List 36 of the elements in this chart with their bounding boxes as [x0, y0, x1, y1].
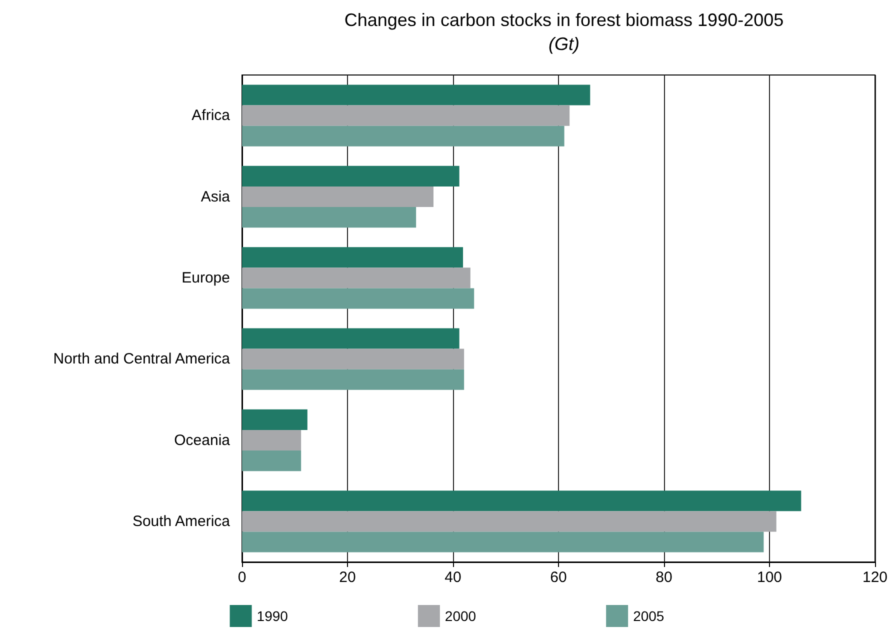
- x-tick-label: 40: [444, 569, 462, 586]
- bar: [242, 348, 464, 370]
- x-tick-label: 120: [862, 569, 888, 586]
- x-tick-label: 100: [756, 569, 782, 586]
- bar: [242, 166, 460, 186]
- chart-title: Changes in carbon stocks in forest biomass 1990-2005: [344, 10, 784, 30]
- bar: [242, 126, 564, 146]
- bar: [242, 369, 464, 390]
- chart-subtitle: (Gt): [548, 34, 580, 54]
- y-tick-label: Africa: [192, 107, 231, 124]
- bar: [242, 409, 308, 430]
- bar: [242, 186, 434, 208]
- bar: [242, 268, 470, 288]
- legend-label: 2005: [633, 608, 664, 624]
- bar: [242, 450, 302, 472]
- bar: [242, 430, 302, 451]
- y-tick-label: Europe: [182, 269, 230, 286]
- legend-label: 1990: [256, 608, 288, 624]
- y-tick-label: North and Central America: [53, 350, 231, 368]
- x-tick-label: 60: [550, 569, 567, 586]
- x-tick-label: 20: [339, 569, 356, 586]
- bar: [242, 490, 802, 512]
- bar: [242, 288, 474, 309]
- bar: [242, 207, 416, 228]
- bar: [242, 511, 776, 532]
- bar: [242, 328, 460, 349]
- bar: [242, 84, 590, 106]
- bar: [242, 247, 464, 268]
- x-tick-label: 0: [238, 569, 246, 586]
- y-tick-label: Oceania: [174, 432, 231, 449]
- bar: [242, 105, 570, 126]
- y-tick-label: Asia: [200, 188, 231, 206]
- y-tick-label: South America: [132, 512, 231, 530]
- bar: [242, 532, 764, 552]
- legend-label: 2000: [444, 608, 476, 624]
- x-tick-label: 80: [656, 569, 672, 586]
